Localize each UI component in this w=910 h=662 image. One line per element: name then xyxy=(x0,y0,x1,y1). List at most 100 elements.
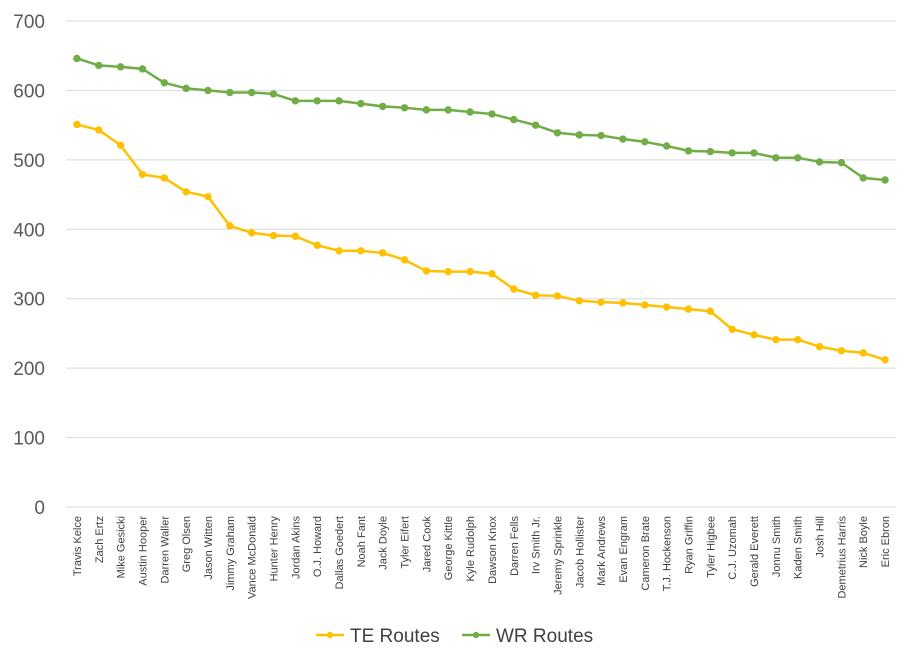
x-tick-label: Mike Gesicki xyxy=(116,516,128,578)
data-point xyxy=(641,138,649,146)
data-point xyxy=(269,231,278,240)
data-point xyxy=(575,131,583,139)
data-point xyxy=(662,142,671,150)
x-tick-label: Austin Hooper xyxy=(137,516,149,586)
data-point xyxy=(619,135,627,143)
data-point xyxy=(226,222,234,230)
data-point xyxy=(204,86,212,95)
x-tick-label: George Kittle xyxy=(443,516,455,580)
data-point xyxy=(95,61,103,70)
data-point xyxy=(160,174,168,182)
data-point xyxy=(728,325,736,333)
legend-label: TE Routes xyxy=(350,626,440,647)
data-point xyxy=(160,79,168,87)
x-tick-label: Jordan Akins xyxy=(290,516,302,579)
x-tick-label: Jack Doyle xyxy=(378,516,390,570)
x-tick-label: Jimmy Graham xyxy=(225,516,237,591)
data-point xyxy=(466,267,474,276)
data-point xyxy=(794,335,802,344)
series-wr-routes xyxy=(73,54,889,184)
x-tick-label: Mark Andrews xyxy=(596,516,608,586)
y-tick-label: 400 xyxy=(13,220,45,241)
data-point xyxy=(488,270,496,278)
x-tick-label: Zach Ertz xyxy=(94,516,106,563)
data-point xyxy=(138,170,147,179)
x-tick-label: Eric Ebron xyxy=(880,516,892,567)
data-point xyxy=(116,63,125,71)
x-tick-label: Jonnu Smith xyxy=(771,516,783,577)
x-tick-label: Cameron Brate xyxy=(640,516,652,591)
data-point xyxy=(116,141,125,149)
x-tick-label: Evan Engram xyxy=(618,516,630,583)
data-point xyxy=(444,106,452,114)
y-tick-label: 300 xyxy=(13,290,45,311)
x-tick-label: Tyler Eifert xyxy=(400,516,412,569)
data-point xyxy=(400,104,409,112)
x-tick-label: Travis Kelce xyxy=(72,516,84,576)
data-point xyxy=(837,158,846,167)
x-tick-label: Jared Cook xyxy=(421,516,433,573)
series-layer xyxy=(73,54,889,364)
x-tick-label: Jacob Hollister xyxy=(574,516,586,588)
data-point xyxy=(815,158,824,166)
y-axis-tick-labels: 0 100 200 300 400 500 600 700 xyxy=(13,12,45,519)
data-point xyxy=(597,131,605,140)
data-point xyxy=(859,349,867,357)
y-tick-label: 700 xyxy=(13,12,45,33)
data-point xyxy=(706,307,715,315)
data-point xyxy=(684,147,693,155)
legend-label: WR Routes xyxy=(496,626,593,647)
y-tick-label: 500 xyxy=(13,151,45,172)
x-tick-label: Josh Hill xyxy=(815,516,827,558)
x-tick-label: Nick Boyle xyxy=(858,516,870,568)
legend: TE Routes WR Routes xyxy=(316,626,593,647)
x-tick-label: Dallas Goedert xyxy=(334,516,346,589)
data-point xyxy=(575,297,583,305)
data-point xyxy=(357,247,365,255)
data-point xyxy=(226,88,234,97)
x-axis-category-labels: Travis Kelce Zach Ertz Mike Gesicki Austin … xyxy=(72,516,892,599)
x-tick-label: Ryan Griffin xyxy=(684,516,696,574)
data-point xyxy=(379,102,387,111)
series-line xyxy=(76,57,886,182)
x-tick-label: Darren Waller xyxy=(159,516,171,584)
data-point xyxy=(269,90,278,98)
legend-marker xyxy=(326,631,334,639)
data-point xyxy=(815,342,824,351)
data-point xyxy=(422,106,431,114)
data-point xyxy=(684,305,693,313)
data-point xyxy=(859,174,867,182)
data-point xyxy=(662,303,671,311)
y-tick-label: 0 xyxy=(34,498,45,519)
x-tick-label: Demetrius Harris xyxy=(836,516,848,599)
data-point xyxy=(728,149,736,157)
y-tick-label: 200 xyxy=(13,359,45,380)
data-point xyxy=(750,149,758,157)
x-tick-label: Hunter Henry xyxy=(269,516,281,582)
legend-item-wr-routes: WR Routes xyxy=(462,626,593,647)
data-point xyxy=(772,335,780,344)
data-point xyxy=(313,241,321,249)
data-point xyxy=(335,97,343,105)
x-tick-label: C.J. Uzomah xyxy=(727,516,739,580)
x-tick-label: Tyler Higbee xyxy=(705,516,717,578)
data-point xyxy=(466,108,474,116)
data-point xyxy=(510,115,518,124)
data-point xyxy=(73,120,81,129)
data-point xyxy=(247,229,256,237)
data-point xyxy=(881,176,889,184)
data-point xyxy=(531,121,540,129)
data-point xyxy=(510,285,518,293)
x-tick-label: T.J. Hockenson xyxy=(662,516,674,591)
data-point xyxy=(182,84,190,93)
y-tick-label: 600 xyxy=(13,81,45,102)
data-point xyxy=(291,232,300,240)
data-point xyxy=(182,188,190,196)
gridlines xyxy=(66,20,896,508)
x-tick-label: Kyle Rudolph xyxy=(465,516,477,581)
x-tick-label: Noah Fant xyxy=(356,516,368,567)
data-point xyxy=(706,147,715,156)
data-point xyxy=(881,356,889,364)
x-tick-label: O.J. Howard xyxy=(312,516,324,577)
